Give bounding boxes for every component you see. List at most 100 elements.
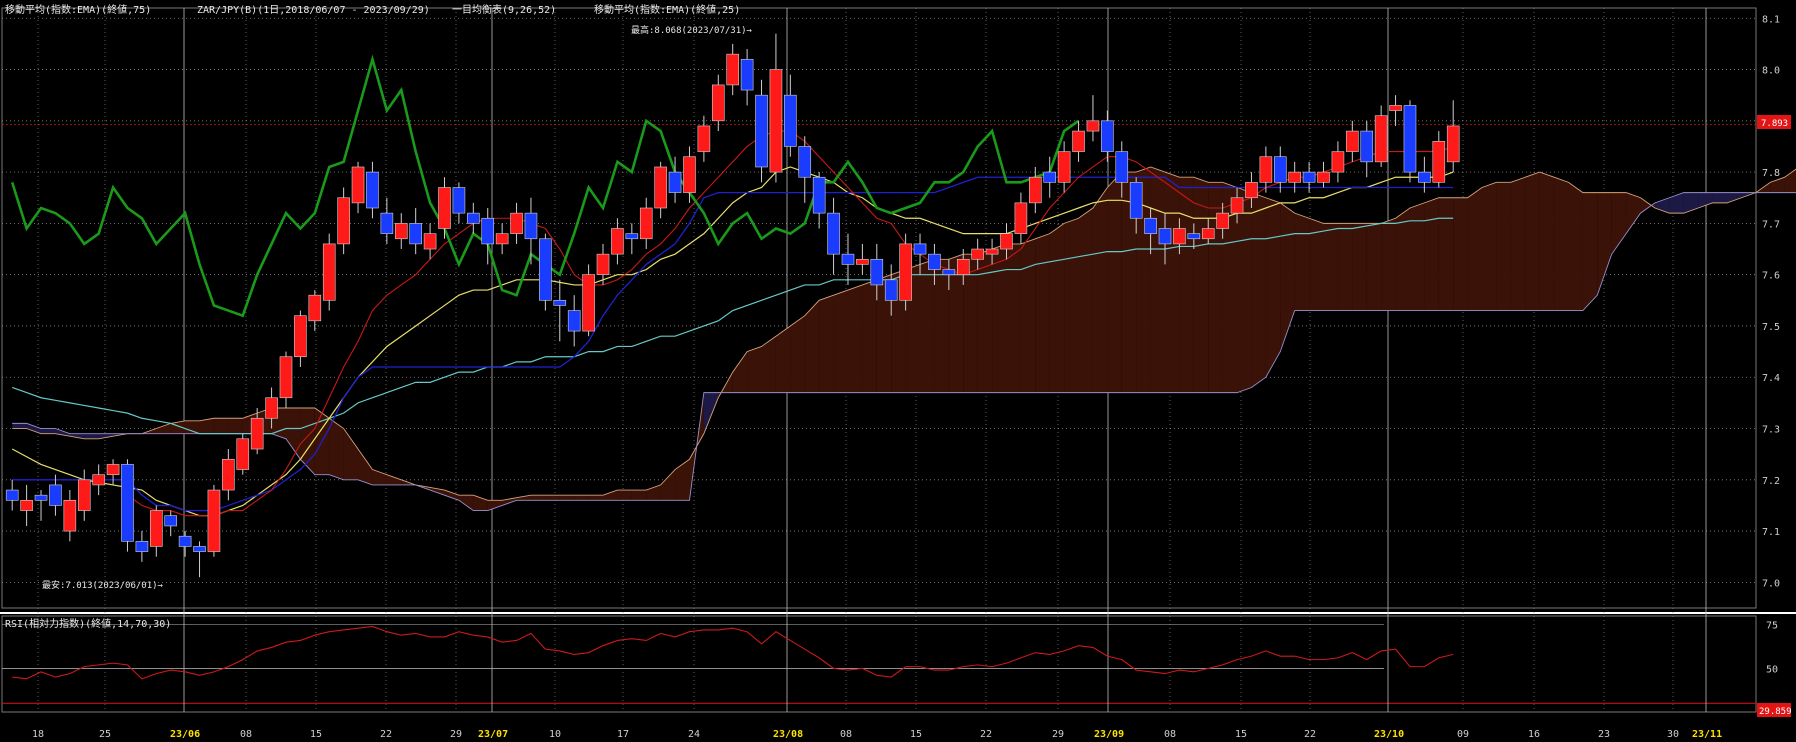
candle-up-body <box>337 197 350 245</box>
candle-down-body <box>827 212 840 255</box>
rsi-tick-label: 75 <box>1766 621 1778 632</box>
candle-down-body <box>625 233 639 240</box>
candle-up-body <box>596 253 610 275</box>
candle-down-body <box>870 258 884 286</box>
kumo-segment <box>992 243 1007 393</box>
kumo-segment <box>1453 197 1468 311</box>
kumo-segment <box>1179 177 1194 393</box>
candle-down-body <box>1144 217 1157 234</box>
candle-up-body <box>769 69 783 173</box>
candle-up-body <box>322 243 336 301</box>
kumo-segment <box>934 259 949 393</box>
candle-down-body <box>1418 171 1431 183</box>
rsi-panel <box>12 625 1454 680</box>
rsi-tick-label: 50 <box>1766 664 1778 675</box>
kumo-segment <box>343 428 359 480</box>
kumo-segment <box>977 249 993 393</box>
candle-up-body <box>394 223 408 240</box>
candle <box>841 233 855 285</box>
rsi-panel-frame <box>1 615 1757 713</box>
candle <box>438 177 451 239</box>
candle-down-body <box>1273 156 1287 183</box>
rsi-last-tag <box>1757 703 1791 717</box>
candle <box>1043 156 1057 198</box>
candle-down-body <box>740 58 754 91</box>
kumo-segment <box>1496 182 1511 311</box>
candle-up-body <box>438 187 451 229</box>
candle <box>1086 95 1100 142</box>
kumo-segment <box>1107 172 1122 393</box>
candle <box>1014 192 1028 244</box>
kumo-segment <box>1597 192 1612 296</box>
candle <box>1129 177 1143 234</box>
candle-up-body <box>1374 115 1388 163</box>
kumo-segment <box>444 490 459 501</box>
candle-up-body <box>582 274 595 332</box>
candle-up-body <box>236 438 250 470</box>
kumo-segment <box>1092 187 1108 393</box>
candle <box>135 531 149 562</box>
candle <box>884 264 898 316</box>
candle-up-body <box>956 258 970 275</box>
candle-up-body <box>726 53 740 86</box>
candle <box>510 202 523 244</box>
candle-up-body <box>20 500 33 511</box>
candle-down-body <box>524 212 538 240</box>
kumo-segment <box>1251 192 1266 388</box>
candle-down-body <box>409 223 422 245</box>
candle-up-body <box>985 248 999 255</box>
candle-down-body <box>1403 105 1417 173</box>
x-tick-label: 09 <box>1457 729 1469 740</box>
kumo-segment <box>69 433 85 439</box>
candle <box>913 233 927 275</box>
legend-ema25: 移動平均(指数:EMA)(終値,25) <box>594 3 740 16</box>
candle-up-body <box>1245 182 1258 199</box>
kumo-segment <box>487 500 503 511</box>
candle-down-body <box>1043 171 1057 183</box>
candle-up-body <box>1317 171 1330 183</box>
candle-up-body <box>423 233 437 250</box>
candle <box>250 408 264 455</box>
kumo-segment <box>790 315 805 393</box>
main-panel-frame <box>1 7 1757 609</box>
kumo-segment <box>1352 223 1367 311</box>
candle <box>1072 120 1085 162</box>
kumo-segment <box>963 254 978 393</box>
kumo-segment <box>1698 192 1713 208</box>
candle-up-body <box>1446 125 1460 163</box>
candle-up-body <box>1000 233 1013 250</box>
candle <box>351 161 365 214</box>
candle <box>366 161 379 219</box>
legend-ichimoku: 一目均衡表(9,26,52) <box>452 3 556 16</box>
x-tick-label: 23 <box>1598 729 1610 740</box>
candle-down-body <box>812 176 826 214</box>
kumo-segment <box>12 423 27 429</box>
candle-up-body <box>1057 151 1071 183</box>
x-tick-label: 22 <box>1304 729 1316 740</box>
candle-up-body <box>1288 171 1301 183</box>
candle-up-body <box>1014 202 1028 234</box>
candle <box>1216 202 1229 239</box>
x-tick-label: 25 <box>99 729 111 740</box>
candle <box>611 218 624 265</box>
candle <box>164 510 178 537</box>
candle <box>596 243 610 285</box>
candle <box>337 187 350 255</box>
x-tick-label: 30 <box>1667 729 1679 740</box>
candle <box>1317 161 1330 188</box>
candle <box>553 279 567 342</box>
candle-down-body <box>467 212 480 224</box>
candle <box>49 474 62 516</box>
kumo-segment <box>1640 197 1655 214</box>
kumo-segment <box>1409 202 1425 311</box>
kumo-segment <box>920 259 935 393</box>
kumo-segment <box>833 290 848 393</box>
y-tick-label: 8.1 <box>1762 14 1780 25</box>
candle-down-body <box>668 171 682 193</box>
candle-down-body <box>452 187 466 214</box>
x-tick-label: 23/10 <box>1374 729 1404 740</box>
kumo-segment <box>530 495 546 501</box>
candle-up-body <box>697 125 711 152</box>
candle <box>726 43 740 96</box>
